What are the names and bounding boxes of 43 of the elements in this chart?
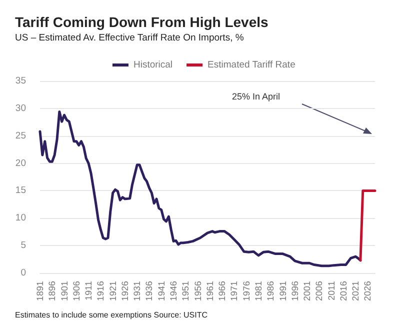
legend-label: Estimated Tariff Rate (208, 60, 296, 70)
y-tick-label: 30 (15, 102, 26, 114)
x-tick-label: 2016 (338, 281, 348, 302)
y-tick-label: 10 (15, 212, 26, 224)
y-tick-label: 5 (20, 240, 26, 252)
x-tick-label: 1906 (71, 281, 82, 302)
x-tick-label: 1971 (229, 281, 240, 302)
x-tick-label: 1986 (266, 281, 276, 302)
y-tick-label: 15 (15, 185, 26, 196)
x-tick-label: 1931 (132, 281, 142, 302)
x-tick-label: 1936 (144, 281, 154, 302)
x-tick-label: 1991 (278, 281, 288, 302)
x-tick-label: 1946 (168, 281, 179, 302)
x-tick-label: 1911 (84, 281, 94, 300)
x-tick-label: 1916 (96, 281, 106, 302)
x-tick-label: 1966 (217, 281, 228, 302)
chart-title: Tariff Coming Down From High Levels (15, 14, 269, 30)
y-tick-label: 35 (15, 76, 26, 86)
y-tick-label: 25 (15, 130, 26, 142)
x-tick-label: 1941 (156, 281, 166, 302)
x-tick-label: 2026 (362, 281, 373, 302)
x-tick-label: 1976 (241, 281, 252, 302)
x-tick-label: 1956 (192, 281, 203, 302)
x-tick-label: 2006 (314, 281, 324, 302)
line-series (38, 110, 362, 268)
x-tick-label: 1901 (59, 281, 70, 302)
x-tick-label: 1896 (47, 281, 58, 302)
y-tick-label: 20 (15, 158, 26, 169)
y-tick-label: 0 (20, 268, 26, 278)
chart-subtitle: US – Estimated Av. Effective Tariff Rate On Imports, % (15, 32, 244, 44)
x-tick-label: 2001 (302, 281, 312, 302)
text: Estimates to include some exemptions Source: USITC (15, 310, 208, 320)
x-tick-label: 1926 (120, 281, 130, 302)
x-tick-label: 2021 (350, 281, 361, 302)
x-tick-label: 1961 (204, 281, 215, 302)
x-tick-label: 2011 (326, 281, 336, 300)
legend-label: Historical (133, 60, 173, 70)
x-tick-label: 1981 (253, 281, 264, 302)
x-tick-label: 1951 (180, 281, 191, 302)
x-tick-label: 1996 (290, 281, 300, 302)
x-tick-label: 1891 (35, 281, 45, 302)
annotation: 25% In April (232, 92, 280, 102)
x-tick-label: 1921 (108, 281, 118, 302)
